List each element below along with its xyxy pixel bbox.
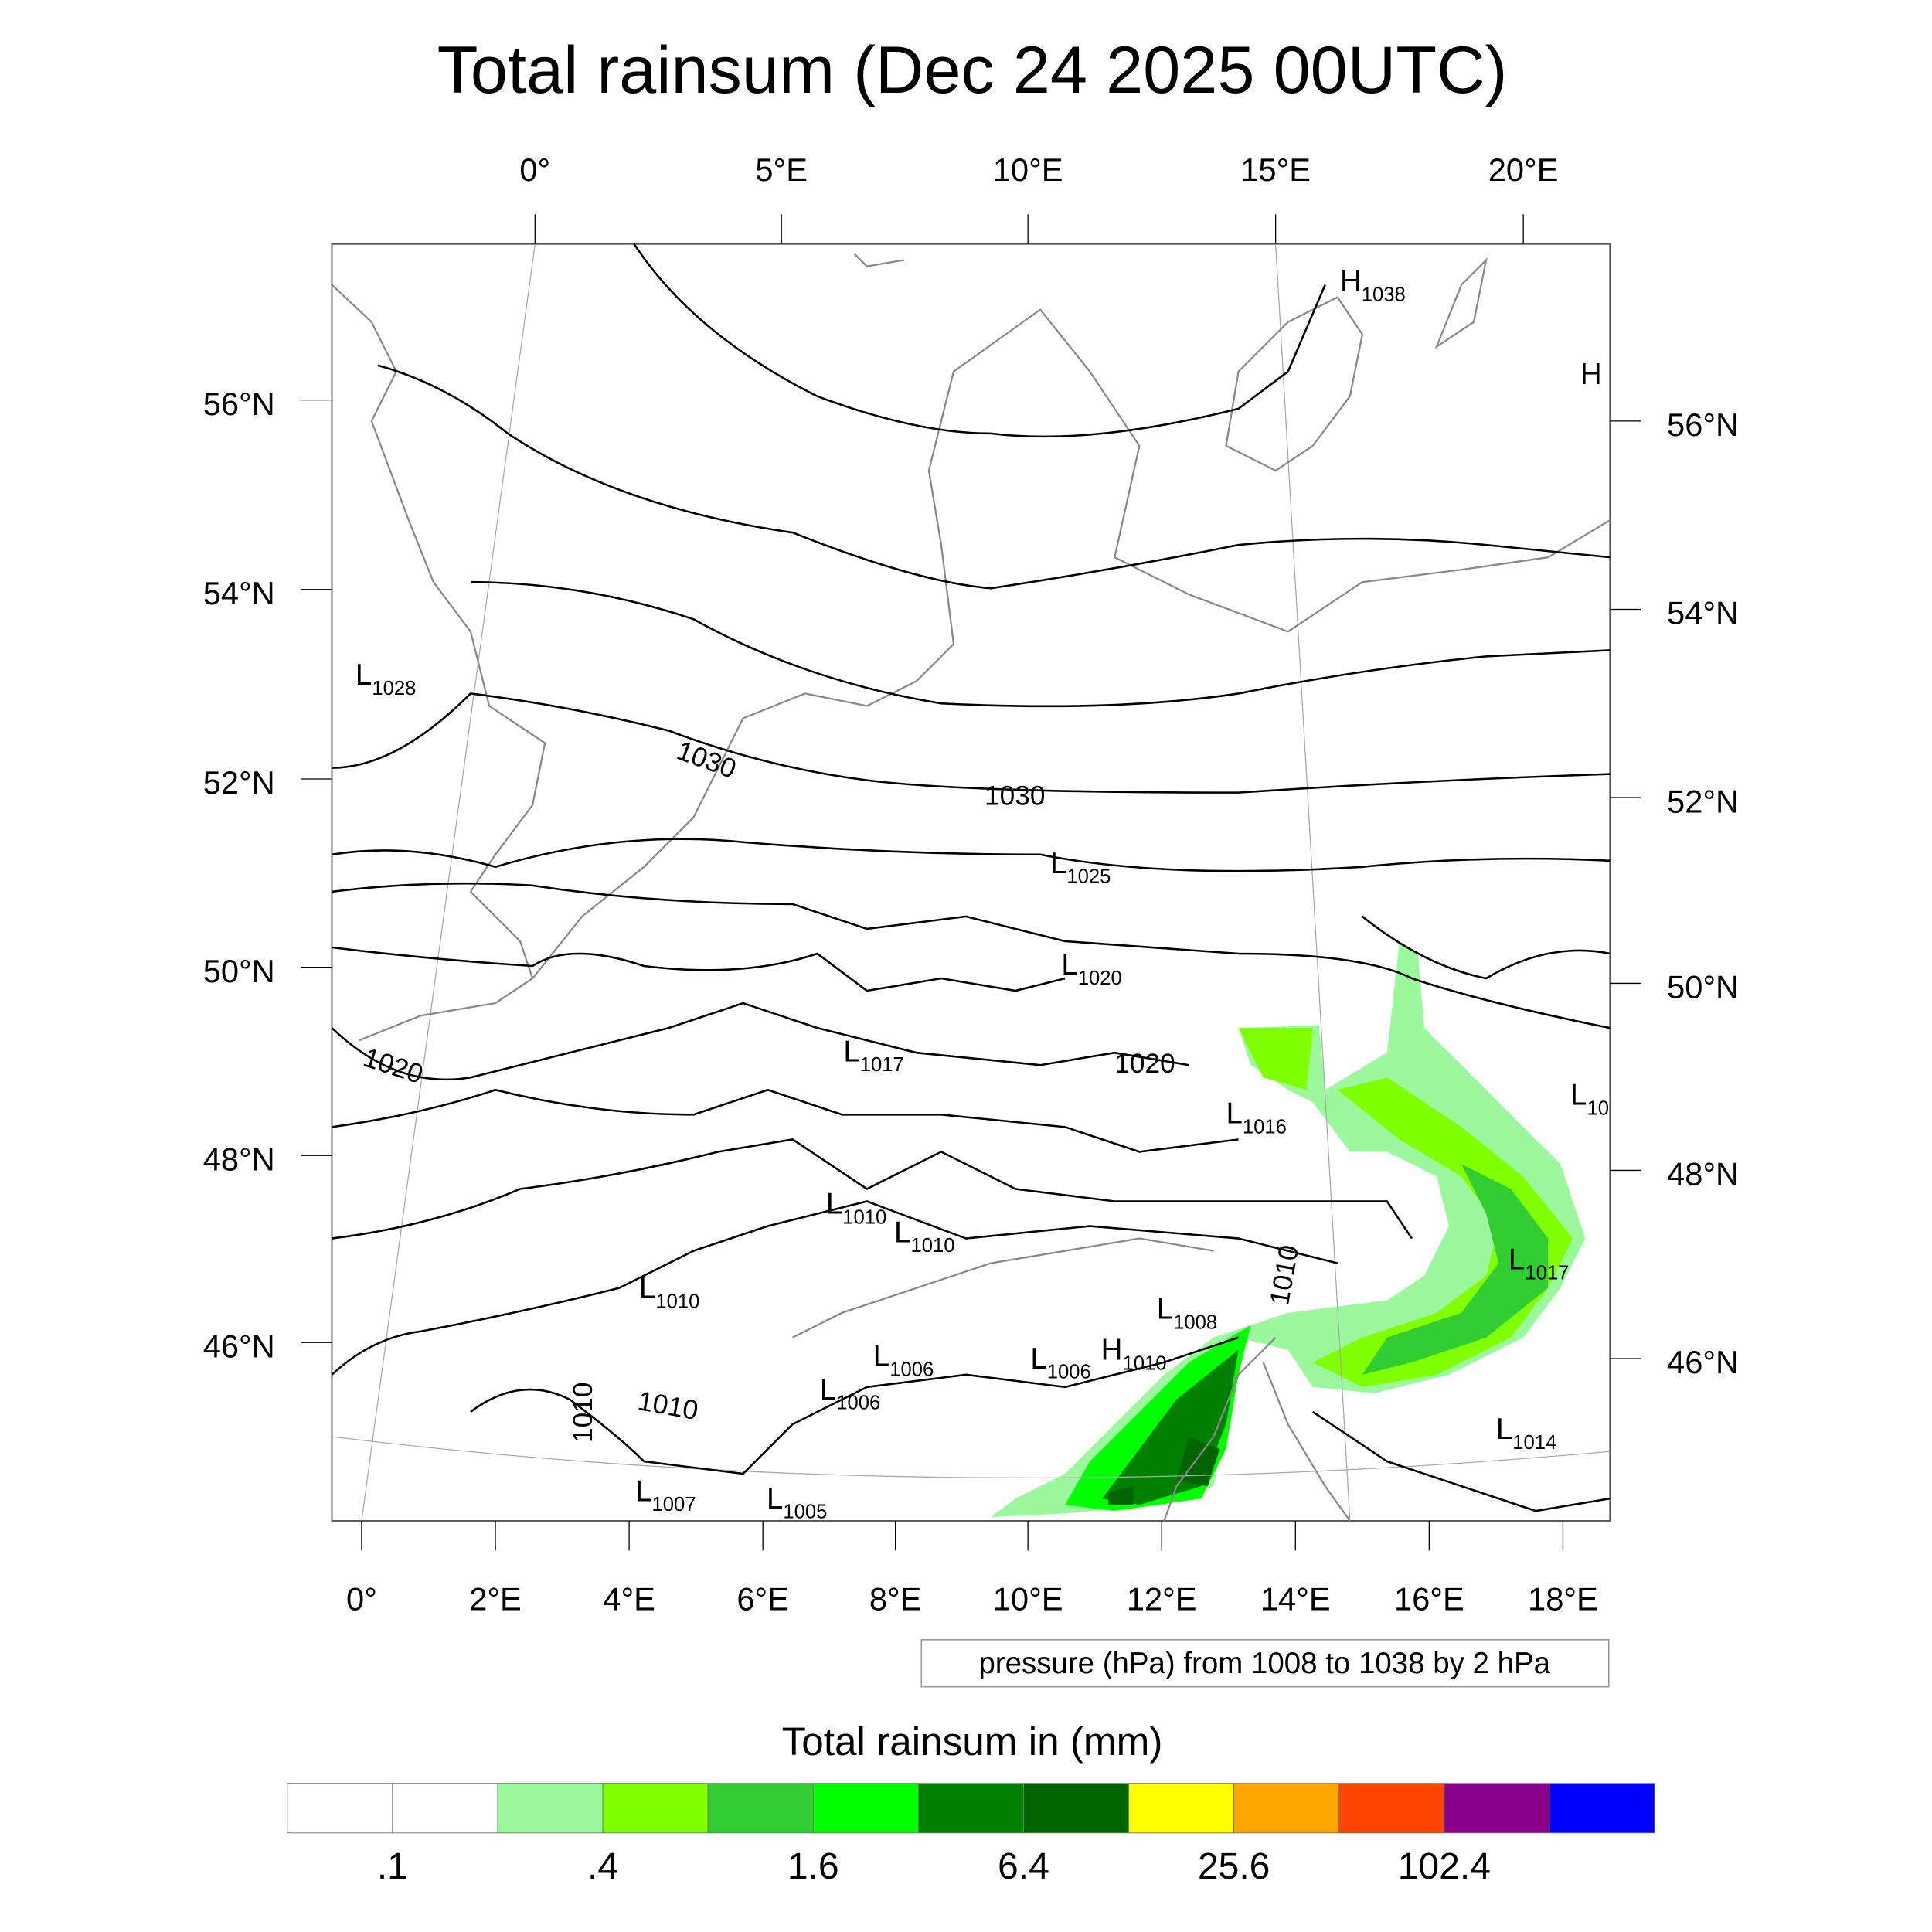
- low-pressure-label: L1006: [820, 1373, 880, 1414]
- isobars: [331, 243, 1611, 1512]
- right-lat-label: 54°N: [1667, 595, 1739, 631]
- colorbar-swatch: [917, 1783, 1024, 1834]
- colorbar: .1 .4 1.6 6.4 25.6 102.4: [287, 1783, 1655, 1887]
- contour-info-box: pressure (hPa) from 1008 to 1038 by 2 hP…: [920, 1638, 1610, 1688]
- left-lat-label: 56°N: [203, 386, 275, 422]
- low-pressure-label: L1016: [1226, 1097, 1287, 1138]
- high-pressure-label: H1038: [1340, 265, 1406, 306]
- colorbar-label: 102.4: [1398, 1845, 1491, 1887]
- right-lat-label: 46°N: [1667, 1344, 1739, 1380]
- colorbar-title: Total rainsum in (mm): [782, 1719, 1163, 1764]
- left-axis: 56°N 54°N 52°N 50°N 48°N 46°N: [203, 386, 332, 1364]
- bottom-lon-label: 2°E: [469, 1580, 522, 1617]
- right-lat-label: 48°N: [1667, 1156, 1739, 1192]
- low-pressure-label: L1008: [1157, 1293, 1217, 1334]
- left-lat-label: 48°N: [203, 1141, 275, 1177]
- top-lon-label: 15°E: [1240, 151, 1311, 188]
- colorbar-swatch: [602, 1783, 709, 1834]
- low-pressure-label: L1020: [1061, 948, 1121, 989]
- colorbar-swatch: [1233, 1783, 1340, 1834]
- low-pressure-label: L1010: [894, 1216, 954, 1257]
- bottom-lon-label: 10°E: [993, 1580, 1063, 1617]
- bottom-axis: 0° 2°E 4°E 6°E 8°E 10°E 12°E 14°E 16°E 1…: [346, 1520, 1598, 1617]
- low-pressure-label: L1017: [1509, 1243, 1569, 1284]
- right-lat-label: 52°N: [1667, 783, 1739, 819]
- coastlines: [331, 253, 1611, 1522]
- rain-north-area: [1238, 1028, 1313, 1090]
- isobar-label: 1010: [568, 1383, 598, 1443]
- colorbar-swatch: [1338, 1783, 1445, 1834]
- right-lat-label: 56°N: [1667, 406, 1739, 443]
- map-title: Total rainsum (Dec 24 2025 00UTC): [437, 33, 1508, 107]
- low-pressure-label: L1007: [635, 1475, 696, 1515]
- colorbar-label: 1.6: [787, 1845, 839, 1887]
- top-lon-label: 10°E: [993, 151, 1063, 188]
- bottom-lon-label: 8°E: [869, 1580, 922, 1617]
- rain-field: [991, 940, 1586, 1518]
- bottom-lon-label: 0°: [346, 1580, 377, 1617]
- colorbar-swatch: [707, 1783, 814, 1834]
- left-lat-label: 46°N: [203, 1328, 275, 1364]
- low-pressure-label: L10: [1570, 1078, 1609, 1119]
- isobar-label: 1020: [1114, 1049, 1175, 1079]
- isobar-labels: 1030 1030 1020 1020 1010 1010 1010: [359, 736, 1304, 1443]
- left-lat-label: 52°N: [203, 764, 275, 801]
- contour-info-text: pressure (hPa) from 1008 to 1038 by 2 hP…: [978, 1647, 1550, 1680]
- high-pressure-label: H1010: [1101, 1334, 1167, 1375]
- colorbar-swatch: [392, 1783, 498, 1834]
- graticule: [332, 243, 1611, 1522]
- top-axis: 0° 5°E 10°E 15°E 20°E: [519, 151, 1559, 244]
- right-lat-label: 50°N: [1667, 969, 1739, 1005]
- rain-1.6-area: [1362, 1164, 1549, 1375]
- isobar-label: 1030: [985, 781, 1045, 811]
- low-pressure-label: L1010: [639, 1271, 699, 1312]
- colorbar-label: 25.6: [1198, 1845, 1270, 1887]
- top-lon-label: 5°E: [755, 151, 808, 188]
- colorbar-swatch: [812, 1783, 919, 1834]
- colorbar-swatch: [1128, 1783, 1235, 1834]
- low-pressure-label: L1017: [843, 1035, 903, 1076]
- left-lat-label: 54°N: [203, 575, 275, 611]
- colorbar-swatch: [1022, 1783, 1130, 1834]
- top-lon-label: 20°E: [1488, 151, 1559, 188]
- low-pressure-label: L1006: [1030, 1342, 1090, 1383]
- high-pressure-label: H: [1580, 358, 1602, 391]
- colorbar-label: .4: [587, 1845, 618, 1887]
- map-frame: 1030 1030 1020 1020 1010 1010 1010 H1038…: [331, 243, 1611, 1523]
- bottom-lon-label: 18°E: [1528, 1580, 1598, 1617]
- bottom-lon-label: 6°E: [736, 1580, 789, 1617]
- bottom-lon-label: 16°E: [1394, 1580, 1464, 1617]
- low-pressure-label: L1006: [873, 1340, 934, 1381]
- colorbar-swatch: [1444, 1783, 1550, 1834]
- colorbar-label: 6.4: [998, 1845, 1049, 1887]
- right-axis: 56°N 54°N 52°N 50°N 48°N 46°N: [1610, 406, 1739, 1380]
- colorbar-label: .1: [377, 1845, 408, 1887]
- low-pressure-label: L1014: [1496, 1413, 1556, 1454]
- low-pressure-label: L1025: [1050, 847, 1111, 888]
- bottom-lon-label: 12°E: [1127, 1580, 1197, 1617]
- rain-12.8-area: [1108, 1436, 1220, 1505]
- low-pressure-label: L1028: [355, 658, 416, 699]
- bottom-lon-label: 4°E: [603, 1580, 655, 1617]
- low-pressure-label: L1010: [826, 1188, 886, 1229]
- bottom-lon-label: 14°E: [1260, 1580, 1331, 1617]
- left-lat-label: 50°N: [203, 953, 275, 989]
- colorbar-swatch: [1549, 1783, 1655, 1834]
- colorbar-swatch: [497, 1783, 604, 1834]
- top-lon-label: 0°: [519, 151, 550, 188]
- colorbar-swatch: [287, 1783, 393, 1834]
- low-pressure-label: L1005: [767, 1482, 827, 1523]
